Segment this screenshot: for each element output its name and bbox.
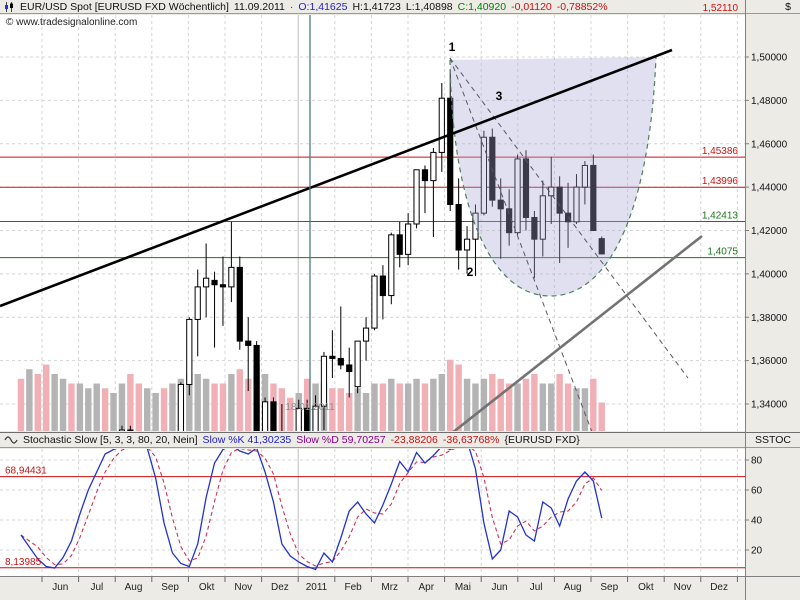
close-value: C:1,40920 [457, 0, 507, 13]
axis-labels-layer: 1,500001,480001,460001,440001,420001,400… [41, 53, 788, 593]
candlestick-chart-icon [4, 1, 15, 12]
indicator-name: Stochastic Slow [5, 3, 3, 80, 20, Nein] [23, 434, 198, 446]
annotations-layer: 18.01.2011 1 2 3 [0, 15, 703, 431]
stoch-change-pct: -36,63768% [442, 434, 500, 446]
change-abs-value: -0,01120 [511, 0, 552, 13]
support-trendline [452, 234, 703, 431]
svg-text:8,13985: 8,13985 [5, 557, 42, 568]
stoch-k-value: Slow %K 41,30235 [202, 434, 292, 446]
watermark: © www.tradesignalonline.com [6, 17, 138, 28]
wave-count-label: 3 [496, 89, 503, 103]
svg-text:68,94431: 68,94431 [5, 466, 47, 477]
stoch-d-line [20, 449, 603, 567]
ascending-trendline [0, 48, 673, 308]
svg-text:1,4075: 1,4075 [707, 247, 738, 258]
gridlines-layer [0, 15, 745, 576]
wave-count-label: 2 [467, 265, 474, 279]
indicator-wave-icon [4, 435, 18, 445]
stochastic-lines-layer [20, 449, 603, 571]
main-chart-header: EUR/USD Spot [EURUSD FXD Wöchentlich] 11… [0, 0, 800, 14]
svg-text:1,45386: 1,45386 [702, 146, 739, 157]
stochastic-panel[interactable] [0, 449, 745, 576]
svg-text:1,43996: 1,43996 [702, 176, 739, 187]
separator-dot: · [289, 0, 294, 13]
price-axis-column [745, 0, 800, 600]
volume-layer [17, 359, 605, 431]
stochastic-header: Stochastic Slow [5, 3, 3, 80, 20, Nein] … [0, 432, 800, 448]
stoch-change-abs: -23,88206 [390, 434, 438, 446]
svg-text:1,42413: 1,42413 [702, 211, 739, 222]
open-value: O:1,41625 [298, 0, 348, 13]
low-value: L:1,40898 [405, 0, 453, 13]
date-vline-label: 18.01.2011 [285, 402, 335, 413]
price-levels-layer [0, 156, 745, 569]
time-axis-strip [0, 576, 800, 600]
candle-date: 11.09.2011 [233, 0, 285, 13]
wave-count-label: 1 [449, 40, 456, 54]
level-labels-layer: 1,521101,453861,439961,424131,407568,944… [5, 3, 738, 568]
stoch-k-line [20, 449, 603, 571]
stoch-symbol: {EURUSD FXD} [504, 434, 580, 446]
currency-unit-label: $ [785, 0, 791, 13]
high-value: H:1,41723 [352, 0, 401, 13]
rounding-pattern-dome [450, 57, 656, 296]
instrument-title: EUR/USD Spot [EURUSD FXD Wöchentlich] [20, 0, 229, 13]
change-pct-value: -0,78852% [556, 0, 608, 13]
candles-layer [118, 70, 605, 431]
stoch-d-value: Slow %D 59,70257 [296, 434, 386, 446]
stoch-axis-label: SSTOC [755, 434, 791, 446]
main-chart-panel[interactable] [0, 15, 745, 431]
